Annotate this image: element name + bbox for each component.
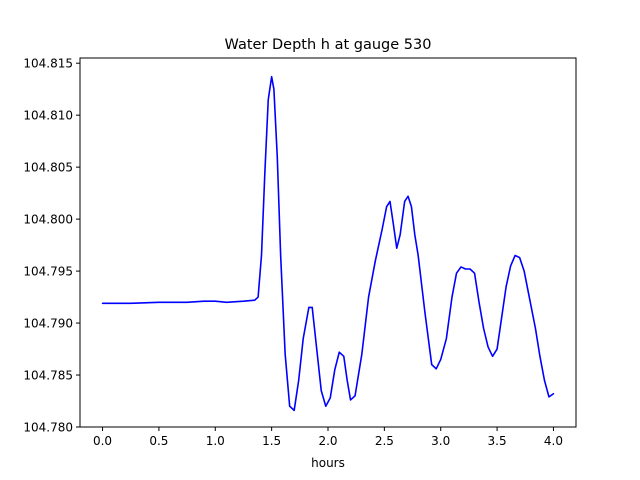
y-tick-label: 104.805	[23, 161, 73, 175]
y-tick-label: 104.795	[23, 265, 73, 279]
x-tick-label: 0.0	[93, 434, 112, 448]
x-axis-label: hours	[311, 456, 345, 470]
x-axis: 0.0 0.5 1.0 1.5 2.0 2.5 3.0 3.5 4.0	[93, 427, 563, 448]
series-line-0	[101, 75, 555, 412]
x-tick-label: 4.0	[544, 434, 563, 448]
y-tick-label: 104.800	[23, 213, 73, 227]
x-tick-label: 2.0	[318, 434, 337, 448]
y-tick-label: 104.780	[23, 421, 73, 435]
y-tick-label: 104.815	[23, 57, 73, 71]
y-axis: 104.780 104.785 104.790 104.795 104.800 104.8…	[23, 57, 80, 435]
x-tick-label: 0.5	[149, 434, 168, 448]
x-tick-label: 1.0	[206, 434, 225, 448]
x-tick-label: 2.5	[375, 434, 394, 448]
x-tick-label: 1.5	[262, 434, 281, 448]
y-tick-label: 104.810	[23, 109, 73, 123]
y-tick-label: 104.790	[23, 317, 73, 331]
x-tick-label: 3.5	[488, 434, 507, 448]
chart-title: Water Depth h at gauge 530	[225, 37, 432, 53]
y-tick-label: 104.785	[23, 369, 73, 383]
x-tick-label: 3.0	[431, 434, 450, 448]
